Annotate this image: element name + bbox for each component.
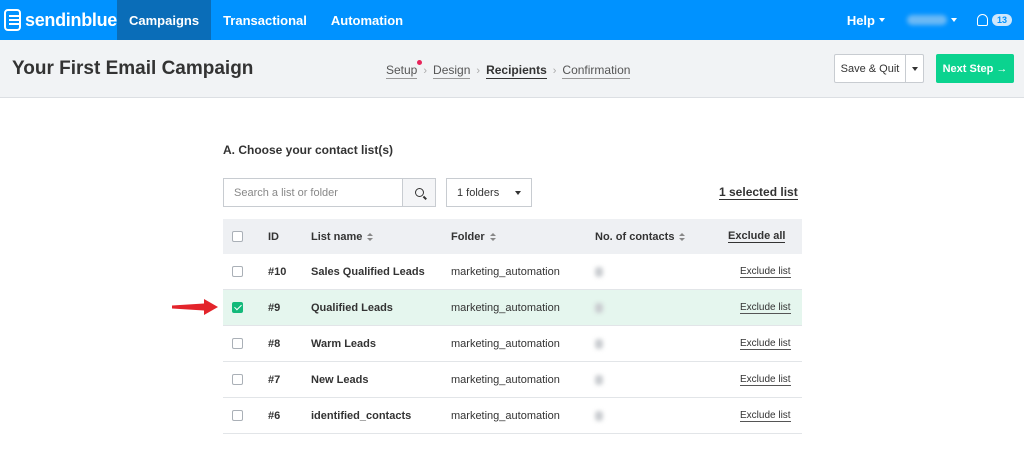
table-row[interactable]: #6 identified_contacts marketing_automat…	[223, 398, 802, 434]
list-id: #9	[268, 301, 281, 314]
folder-filter-value: 1 folders	[457, 186, 500, 199]
exclude-all-link[interactable]: Exclude all	[728, 229, 786, 243]
sort-icon	[679, 232, 686, 241]
search-icon	[414, 188, 424, 197]
table-row[interactable]: #10 Sales Qualified Leads marketing_auto…	[223, 254, 802, 290]
campaign-steps: Setup › Design › Recipients › Confirmati…	[386, 60, 631, 79]
row-checkbox[interactable]	[232, 266, 243, 277]
table-row[interactable]: #7 New Leads marketing_automation Exclud…	[223, 362, 802, 398]
contact-count-redacted	[595, 338, 603, 349]
header-id: ID	[268, 230, 279, 243]
next-step-button[interactable]: Next Step →	[936, 54, 1014, 83]
list-folder: marketing_automation	[451, 337, 560, 350]
chevron-down-icon	[515, 190, 521, 195]
nav-transactional[interactable]: Transactional	[223, 12, 307, 28]
list-name: New Leads	[311, 373, 369, 386]
chevron-down-icon	[878, 18, 885, 22]
notifications-button[interactable]: 13	[976, 14, 1012, 26]
table-row[interactable]: #8 Warm Leads marketing_automation Exclu…	[223, 326, 802, 362]
row-checkbox[interactable]	[232, 374, 243, 385]
help-label: Help	[846, 12, 875, 28]
chevron-right-icon: ›	[476, 65, 481, 77]
save-button-group: Save & Quit	[834, 54, 924, 83]
section-title: A. Choose your contact list(s)	[223, 143, 394, 157]
chevron-right-icon: ›	[423, 65, 428, 77]
folder-filter-select[interactable]: 1 folders	[446, 178, 532, 207]
table-header-row: ID List name Folder No. of contacts Excl…	[223, 219, 802, 254]
header-folder-label: Folder	[451, 230, 485, 243]
exclude-list-link[interactable]: Exclude list	[740, 301, 791, 314]
account-name-redacted	[906, 15, 947, 25]
step-confirmation[interactable]: Confirmation	[562, 63, 631, 79]
list-folder: marketing_automation	[451, 409, 560, 422]
list-id: #6	[268, 409, 281, 422]
contact-count-redacted	[595, 302, 603, 313]
annotation-arrow-icon	[172, 299, 218, 315]
row-checkbox-checked[interactable]	[232, 302, 243, 313]
header-contacts-label: No. of contacts	[595, 230, 675, 243]
list-id: #10	[268, 265, 287, 278]
select-all-checkbox[interactable]	[232, 231, 243, 242]
bell-icon	[976, 14, 988, 26]
sort-icon	[367, 232, 374, 241]
contact-lists-table: ID List name Folder No. of contacts Excl…	[223, 219, 802, 434]
top-navbar: sendinblue Campaigns Transactional Autom…	[0, 0, 1024, 40]
nav-campaigns[interactable]: Campaigns	[117, 0, 212, 40]
search-button[interactable]	[402, 179, 435, 206]
exclude-list-link[interactable]: Exclude list	[740, 337, 791, 350]
list-id: #8	[268, 337, 281, 350]
account-menu[interactable]	[906, 15, 957, 25]
notification-badge: 13	[991, 14, 1012, 26]
page-title: Your First Email Campaign	[12, 58, 254, 79]
row-checkbox[interactable]	[232, 410, 243, 421]
list-name: identified_contacts	[311, 409, 412, 422]
header-list-name[interactable]: List name	[311, 219, 374, 254]
list-name: Sales Qualified Leads	[311, 265, 425, 278]
exclude-list-link[interactable]: Exclude list	[740, 409, 791, 422]
brand-logo[interactable]: sendinblue	[0, 0, 117, 40]
step-recipients[interactable]: Recipients	[486, 63, 547, 79]
chevron-down-icon	[950, 18, 957, 22]
list-folder: marketing_automation	[451, 301, 560, 314]
table-row[interactable]: #9 Qualified Leads marketing_automation …	[223, 290, 802, 326]
nav-automation[interactable]: Automation	[330, 12, 404, 28]
campaign-header: Your First Email Campaign Setup › Design…	[0, 40, 1024, 98]
help-menu[interactable]: Help	[847, 13, 885, 28]
header-folder[interactable]: Folder	[451, 219, 496, 254]
list-search	[223, 178, 436, 207]
exclude-list-link[interactable]: Exclude list	[740, 265, 791, 278]
step-setup[interactable]: Setup	[386, 60, 423, 79]
sendinblue-logo-icon	[4, 9, 21, 31]
selected-lists-link[interactable]: 1 selected list	[719, 185, 798, 200]
header-contacts[interactable]: No. of contacts	[595, 219, 686, 254]
header-list-name-label: List name	[311, 230, 363, 243]
step-design[interactable]: Design	[433, 63, 471, 79]
contact-count-redacted	[595, 410, 603, 421]
list-id: #7	[268, 373, 281, 386]
list-name: Qualified Leads	[311, 301, 393, 314]
brand-name: sendinblue	[24, 9, 117, 30]
contact-count-redacted	[595, 266, 603, 277]
chevron-down-icon	[911, 66, 918, 71]
exclude-list-link[interactable]: Exclude list	[740, 373, 791, 386]
sort-icon	[489, 232, 496, 241]
contact-count-redacted	[595, 374, 603, 385]
search-input[interactable]	[224, 179, 402, 206]
list-folder: marketing_automation	[451, 373, 560, 386]
step-setup-label: Setup	[386, 63, 418, 77]
save-options-dropdown[interactable]	[906, 54, 924, 83]
list-name: Warm Leads	[311, 337, 377, 350]
save-quit-button[interactable]: Save & Quit	[834, 54, 906, 83]
incomplete-dot-icon	[417, 60, 423, 65]
chevron-right-icon: ›	[552, 65, 557, 77]
list-folder: marketing_automation	[451, 265, 560, 278]
row-checkbox[interactable]	[232, 338, 243, 349]
